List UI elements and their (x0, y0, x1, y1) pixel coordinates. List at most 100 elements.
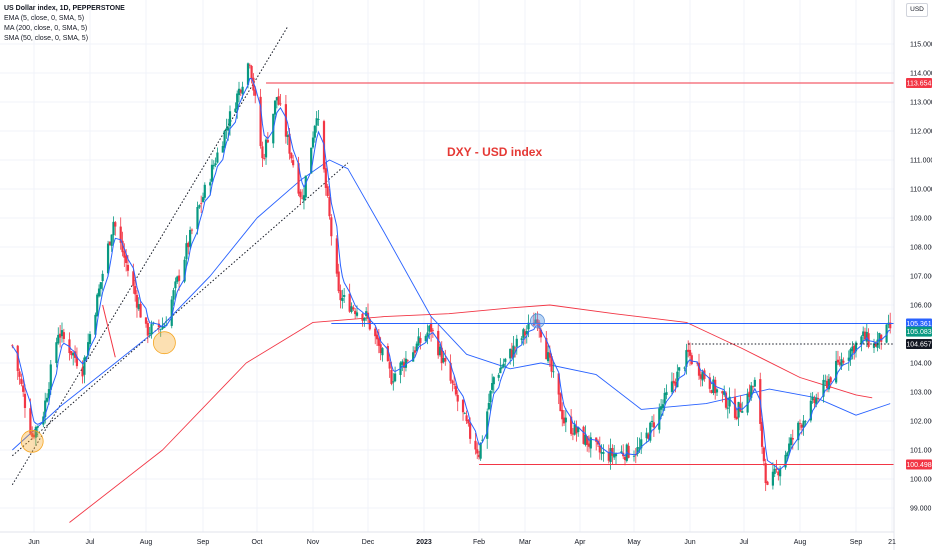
candle (571, 428, 575, 441)
y-tick-label: 110.000 (910, 187, 932, 194)
candle (733, 388, 737, 420)
candle (838, 356, 841, 367)
candle (456, 390, 459, 412)
candle (500, 364, 504, 370)
candle (510, 342, 513, 359)
candle (699, 371, 702, 387)
candle (797, 421, 800, 451)
candle (525, 325, 528, 344)
x-tick-label: Apr (575, 539, 587, 546)
candle (522, 327, 525, 346)
candle (670, 372, 674, 395)
candle (279, 94, 282, 107)
svg-text:105.361: 105.361 (906, 321, 931, 328)
candle (878, 332, 881, 349)
currency-button[interactable]: USD (906, 3, 928, 17)
x-tick-label: Jun (28, 539, 39, 546)
candle (341, 289, 344, 309)
candle (375, 330, 379, 346)
candle (237, 81, 241, 103)
candle (703, 368, 706, 382)
candle (406, 359, 409, 363)
candle (216, 147, 219, 164)
candle (712, 375, 715, 396)
candle (381, 347, 384, 362)
x-tick-label: May (627, 539, 641, 546)
candle (678, 366, 681, 378)
y-tick-label: 108.000 (910, 245, 932, 252)
candle (23, 384, 27, 418)
price-label: 104.657 (906, 338, 932, 349)
candle (645, 427, 648, 444)
candle (350, 302, 353, 314)
candle (523, 328, 527, 345)
candle (417, 327, 420, 347)
trend-line[interactable] (11, 26, 289, 486)
candle (746, 388, 749, 416)
y-axis[interactable]: 115.000 114.000 113.000 112.000 111.000 110.0… (910, 42, 932, 513)
candle (690, 352, 693, 366)
candle (640, 432, 643, 455)
candle (16, 344, 19, 380)
candle (467, 419, 470, 427)
candle (748, 384, 751, 402)
legend-sma[interactable]: SMA (50, close, 0, SMA, 5) (4, 35, 89, 42)
legend-title[interactable]: US Dollar index, 1D, PEPPERSTONE (4, 5, 125, 12)
candle (32, 430, 36, 440)
markers (20, 313, 545, 453)
candle (575, 420, 578, 442)
candle (313, 124, 316, 143)
candle (545, 330, 548, 360)
candle (198, 204, 201, 209)
x-axis[interactable]: Jun Jul Aug Sep Oct Nov Dec 2023 Feb Mar Apr May Jun… (28, 539, 896, 546)
candle (214, 157, 217, 168)
candle (311, 131, 315, 149)
trend-line[interactable] (11, 162, 349, 457)
x-tick-label: Jul (740, 539, 749, 546)
candle (60, 322, 64, 343)
candle (835, 350, 838, 385)
candle (304, 175, 307, 200)
candle (119, 217, 122, 250)
candle (96, 292, 99, 317)
y-tick-label: 106.000 (910, 303, 932, 310)
candle (636, 437, 639, 457)
candle (515, 334, 518, 355)
chart-annotation: DXY - USD index (447, 145, 542, 159)
legend-ma[interactable]: MA (200, close, 0, SMA, 5) (4, 25, 88, 32)
candle (438, 343, 442, 357)
candle (343, 288, 346, 303)
candle (75, 347, 79, 369)
trend-line[interactable] (102, 304, 116, 358)
candle (176, 275, 179, 284)
y-tick-label: 102.000 (910, 419, 932, 426)
candle (582, 425, 585, 445)
candle (613, 444, 616, 460)
grid (0, 0, 894, 532)
candle (842, 357, 845, 365)
candle (577, 426, 580, 437)
ema-line (11, 77, 891, 471)
candle (404, 350, 408, 372)
legend-ema[interactable]: EMA (5, close, 0, SMA, 5) (4, 15, 85, 22)
candle (784, 450, 787, 470)
candle (453, 375, 456, 390)
y-tick-label: 115.000 (910, 42, 932, 49)
candle (190, 228, 194, 235)
candle (614, 452, 618, 465)
candle (440, 341, 443, 371)
candle (685, 343, 688, 375)
candle (172, 287, 175, 306)
candle (481, 435, 484, 443)
candle (562, 410, 566, 427)
candle (301, 189, 304, 200)
candle (114, 220, 117, 236)
y-tick-label: 109.000 (910, 216, 932, 223)
candle (254, 86, 257, 104)
candle (708, 372, 711, 393)
y-tick-label: 103.000 (910, 390, 932, 397)
candle (139, 300, 142, 318)
y-tick-label: 113.000 (910, 100, 932, 107)
candle (688, 342, 692, 366)
